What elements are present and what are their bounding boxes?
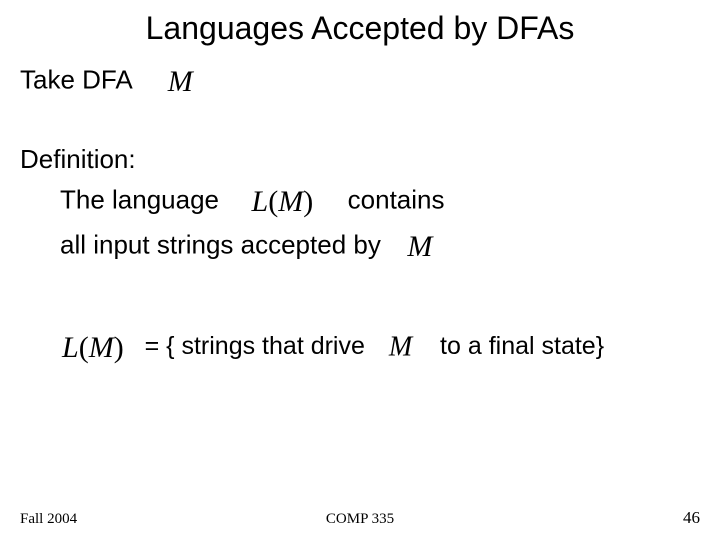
- the-language-line: The language L(M) contains: [60, 179, 700, 224]
- footer-center: COMP 335: [326, 511, 394, 528]
- take-dfa-line: Take DFA M: [20, 59, 700, 104]
- footer-right: 46: [683, 508, 700, 528]
- lm-l: L: [252, 185, 269, 218]
- math-lm-symbol-2: L(M): [62, 331, 124, 364]
- lm2-m: M: [89, 331, 114, 364]
- math-m-symbol: M: [168, 65, 193, 98]
- contains-text: contains: [348, 184, 445, 214]
- math-m-symbol-2: M: [407, 230, 432, 263]
- lm2-open: (: [79, 331, 89, 364]
- lm-m: M: [278, 185, 303, 218]
- all-input-text: all input strings accepted by: [60, 229, 381, 259]
- slide-title: Languages Accepted by DFAs: [20, 10, 700, 47]
- lm-open: (: [268, 185, 278, 218]
- definition-label: Definition:: [20, 140, 700, 179]
- equals-line: L(M) = { strings that drive M to a final…: [140, 325, 700, 370]
- slide-container: Languages Accepted by DFAs Take DFA M De…: [0, 0, 720, 540]
- lm-close: ): [303, 185, 313, 218]
- math-lm-symbol: L(M): [252, 185, 314, 218]
- take-dfa-text: Take DFA: [20, 64, 131, 94]
- footer-left: Fall 2004: [20, 511, 77, 528]
- equals-prefix-text: = { strings that drive: [145, 332, 365, 360]
- the-language-text: The language: [60, 184, 219, 214]
- lm2-l: L: [62, 331, 79, 364]
- math-m-symbol-3: M: [389, 332, 412, 363]
- all-input-line: all input strings accepted by M: [60, 224, 700, 269]
- lm2-close: ): [114, 331, 124, 364]
- equals-suffix-text: to a final state}: [440, 332, 604, 360]
